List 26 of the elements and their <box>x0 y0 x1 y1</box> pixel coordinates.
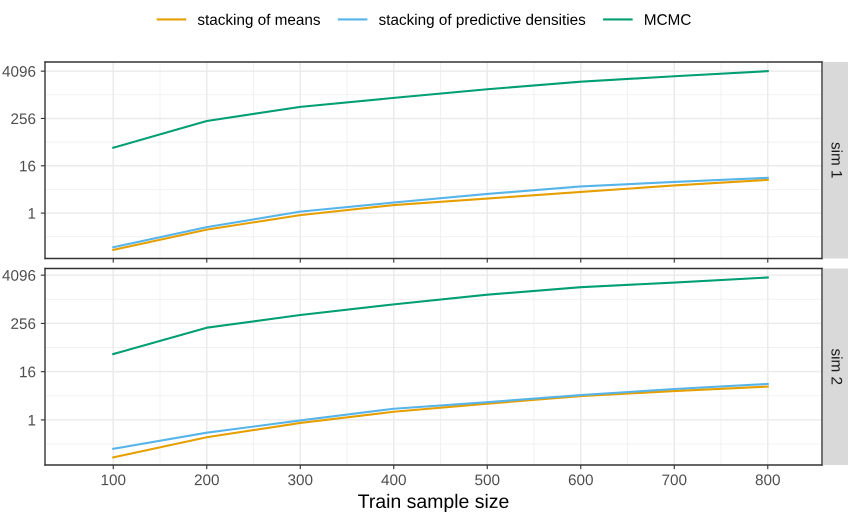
x-tick-label: 800 <box>756 474 780 486</box>
legend-label: stacking of predictive densities <box>378 14 586 28</box>
y-tick-label: 256 <box>11 113 36 124</box>
x-tick-label: 400 <box>381 474 406 486</box>
line-series <box>112 386 769 458</box>
legend-label: MCMC <box>645 14 691 25</box>
line-series <box>112 70 769 149</box>
x-tick-label: 600 <box>568 474 593 486</box>
line-series <box>112 276 769 356</box>
legend-label: stacking of means <box>198 14 320 28</box>
x-tick-label: 100 <box>102 474 126 486</box>
y-tick-label: 4096 <box>2 66 36 77</box>
y-tick-label: 1 <box>28 414 36 426</box>
y-tick-label: 4096 <box>2 270 36 281</box>
text: sim 2 <box>831 348 843 384</box>
x-axis-title: Train sample size <box>358 494 508 512</box>
y-tick-label: 16 <box>20 160 36 172</box>
y-tick-label: 16 <box>20 366 36 378</box>
text: sim 1 <box>831 142 843 178</box>
line-series <box>112 382 769 450</box>
x-tick-label: 200 <box>194 474 219 486</box>
y-tick-label: 1 <box>28 208 36 219</box>
x-tick-label: 500 <box>475 474 500 486</box>
x-tick-label: 700 <box>662 474 686 486</box>
x-tick-label: 300 <box>288 474 312 486</box>
y-tick-label: 256 <box>11 318 36 330</box>
